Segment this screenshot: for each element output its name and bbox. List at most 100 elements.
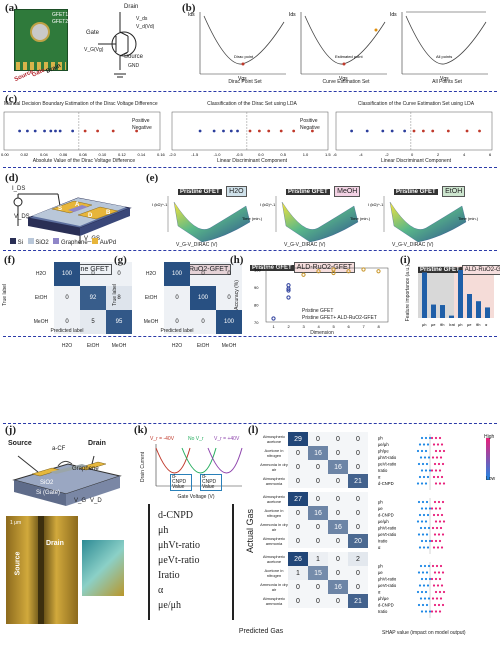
k-feature-2: μhVt-ratio: [158, 540, 201, 551]
c-legend-neg-0: Negative: [132, 125, 152, 131]
b-ylabel-2: Ids: [390, 12, 397, 18]
l-dot-0-6-0: [426, 475, 430, 479]
l-dot-2-0-2: [423, 564, 427, 568]
c-point-1-0: [198, 129, 202, 133]
cm-cell: 0: [106, 262, 132, 286]
l-cell: 16: [308, 506, 328, 520]
i-xtick-4: μh: [458, 322, 463, 327]
k-feature-0: d-CNPD: [158, 510, 194, 521]
l-dot-2-7-1: [430, 610, 434, 613]
h-pristine-point-2: [286, 283, 291, 288]
l-dot-1-7-1: [432, 546, 436, 549]
cm-cell: 0: [54, 286, 80, 310]
l-dot-2-7-3: [434, 610, 438, 613]
k-feature-4: Iratio: [158, 570, 180, 581]
j-vg: V_G: [74, 498, 87, 504]
label-d: (d): [5, 172, 19, 184]
i-xtick-1: μe: [431, 322, 436, 327]
c-tick-2-4: 2: [437, 152, 440, 157]
h-combined-point-6: [376, 269, 381, 274]
l-dot-0-1-2: [422, 443, 426, 446]
l-cell: 0: [288, 580, 308, 594]
c-tick-0-5: 0.10: [99, 152, 108, 157]
l-feature-0-0: μh: [378, 436, 383, 441]
l-dot-2-4-4: [416, 590, 420, 594]
l-cell: 0: [328, 432, 348, 446]
l-dot-2-1-5: [441, 571, 445, 574]
cm-cell: 0: [54, 310, 80, 334]
c-tick-0-8: 0.16: [157, 152, 166, 157]
c-tick-1-3: -0.5: [236, 152, 244, 157]
c-point-0-11: [135, 129, 139, 133]
l-dot-0-4-5: [441, 462, 445, 466]
h-xtick-0: 1: [273, 324, 276, 329]
k-curve-2: [207, 447, 243, 474]
d-ids: I_DS: [12, 186, 26, 192]
cm-cell: 0: [190, 262, 216, 286]
i-chip1: Pristine GFET: [418, 267, 462, 273]
l-dot-1-0-1: [433, 500, 437, 504]
b-caption-0: Dirac Point Set: [228, 79, 262, 85]
l-cell: 16: [328, 520, 348, 534]
h-legend-0: Pristine GFET: [302, 308, 334, 314]
e-zlabel-1: I (kΩ)^-1: [260, 202, 276, 207]
k-v2: V_r = +40V: [214, 436, 240, 442]
l-dot-1-0-5: [441, 500, 445, 504]
b-label-0: Dirac point: [234, 54, 254, 59]
l-feature-2-7: Iratio: [378, 609, 388, 614]
l-feature-1-0: μh: [378, 500, 383, 505]
l-dot-1-2-0: [426, 513, 430, 517]
l-dot-2-0-3: [435, 564, 439, 568]
schem-source: Source: [124, 54, 144, 60]
l-dot-1-3-0: [424, 520, 428, 523]
c-xlabel-0: Absolute Value of the Dirac Voltage Diff…: [32, 158, 136, 164]
l-feature-2-2: μhVt-ratio: [378, 577, 397, 582]
h-pristine-point-4: [271, 316, 276, 321]
d-a: A: [75, 202, 80, 208]
b-point-0: [241, 62, 245, 66]
l-dot-1-6-2: [424, 539, 428, 543]
l-cell: 0: [328, 492, 348, 506]
l-row-label: Ammonia in dry air: [260, 462, 288, 472]
l-feature-0-1: μe/μh: [378, 442, 389, 447]
l-dot-1-0-2: [421, 500, 425, 504]
h-pristine-point-1: [286, 288, 291, 293]
h-xlabel: Dimension: [310, 330, 334, 336]
l-dot-0-4-0: [425, 462, 429, 466]
i-bar-4: [458, 270, 463, 318]
c-tick-0-0: 0.00: [1, 152, 10, 157]
l-dot-2-6-2: [421, 603, 425, 607]
l-cell: 0: [308, 460, 328, 474]
l-low: Low: [486, 476, 496, 482]
c-tick-2-6: 6: [489, 152, 492, 157]
l-cell: 0: [328, 474, 348, 488]
l-dot-1-6-1: [430, 539, 434, 543]
l-dot-1-5-3: [437, 533, 441, 536]
l-dot-0-5-3: [434, 469, 438, 472]
label-e: (e): [146, 172, 159, 184]
l-high: High: [484, 434, 495, 440]
label-b: (b): [182, 2, 196, 14]
h-combined-point-1: [316, 269, 321, 274]
l-dot-0-2-0: [424, 449, 428, 453]
l-dot-1-5-0: [425, 533, 429, 536]
label-f: (f): [4, 254, 15, 266]
l-dot-2-4-3: [438, 590, 442, 594]
l-cell: 21: [348, 474, 368, 488]
l-dot-1-6-4: [420, 539, 424, 543]
l-dot-2-5-2: [423, 597, 427, 600]
l-feature-0-5: Iratio: [378, 468, 388, 473]
cm-col-label: MeOH: [111, 343, 127, 349]
c-point-2-2: [381, 129, 385, 133]
l-dot-0-1-4: [418, 443, 422, 446]
l-dot-0-1-0: [426, 443, 430, 446]
swatch-graphene: [53, 238, 60, 244]
c-point-2-1: [365, 129, 369, 133]
l-cell: 0: [308, 474, 328, 488]
l-cell: 0: [288, 474, 308, 488]
h-combined-point-3: [331, 267, 336, 272]
swatch-aupd: [92, 238, 99, 244]
l-dot-0-6-3: [436, 475, 440, 479]
l-dot-2-7-4: [420, 610, 424, 613]
l-dot-2-2-0: [428, 577, 432, 581]
